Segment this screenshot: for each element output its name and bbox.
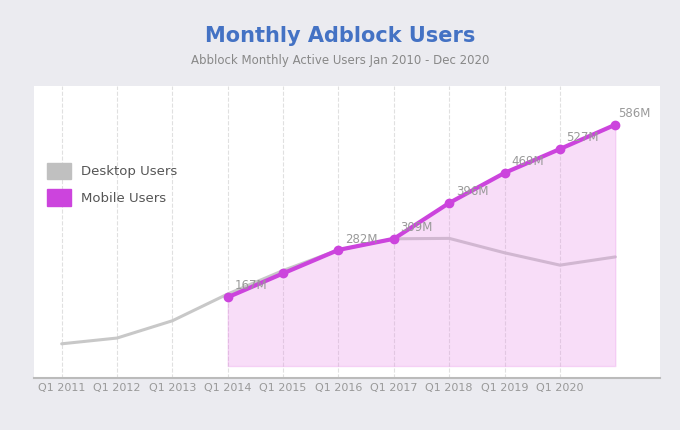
Text: 396M: 396M (456, 185, 488, 198)
Legend: Desktop Users, Mobile Users: Desktop Users, Mobile Users (47, 163, 177, 206)
Text: 282M: 282M (345, 233, 377, 246)
Text: Abblock Monthly Active Users Jan 2010 - Dec 2020: Abblock Monthly Active Users Jan 2010 - … (191, 54, 489, 67)
Text: 586M: 586M (618, 107, 651, 120)
Text: 527M: 527M (566, 131, 599, 144)
Text: 309M: 309M (401, 221, 433, 234)
Text: 469M: 469M (511, 155, 544, 168)
Text: Monthly Adblock Users: Monthly Adblock Users (205, 26, 475, 46)
Text: 167M: 167M (235, 280, 267, 292)
